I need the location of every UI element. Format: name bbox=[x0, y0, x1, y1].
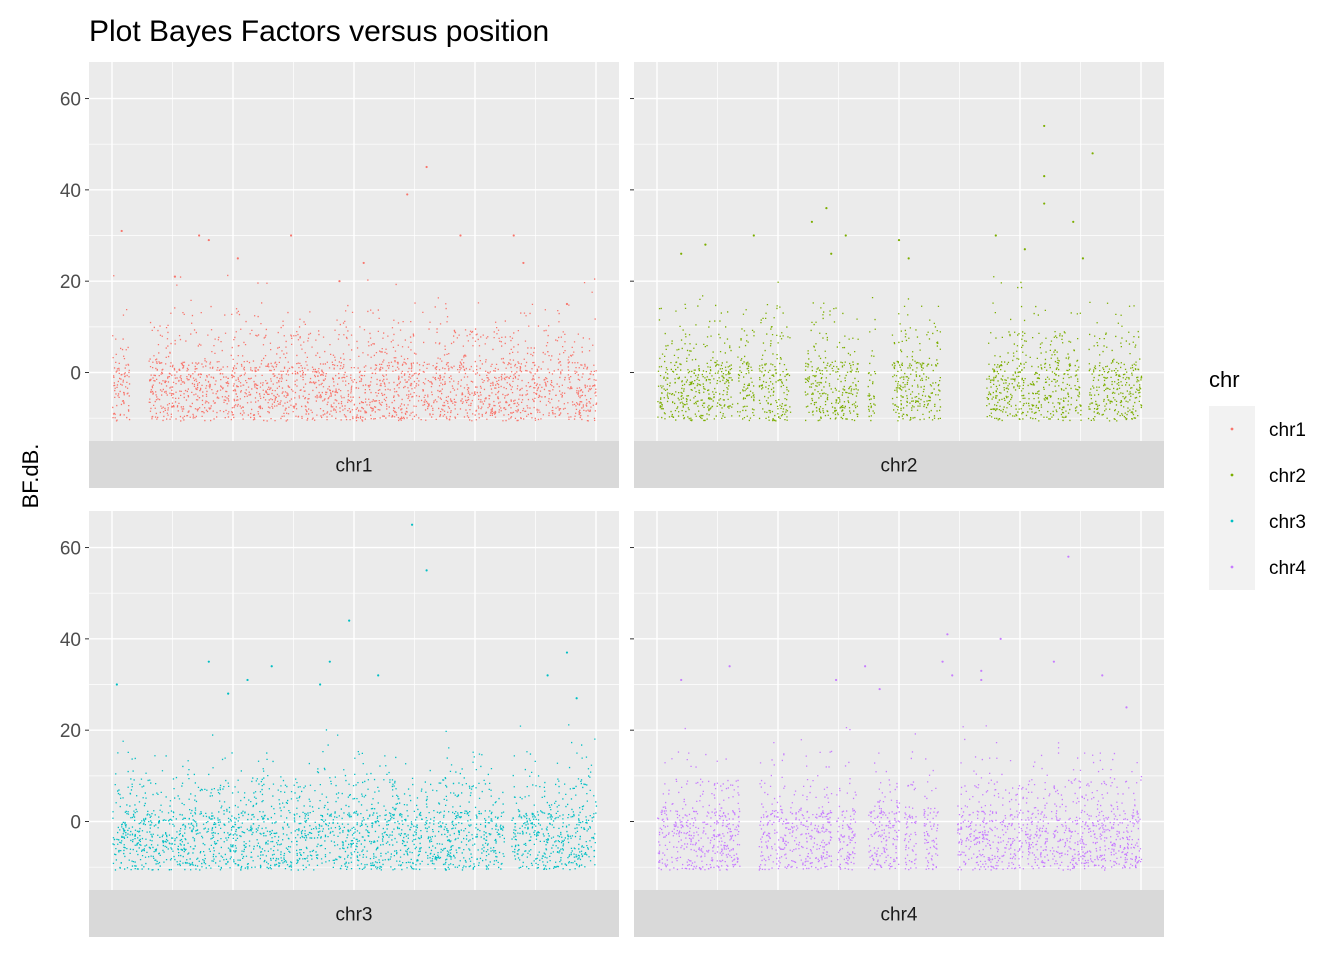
data-point bbox=[830, 252, 833, 255]
data-point bbox=[897, 238, 901, 242]
y-tick-label: 0 bbox=[70, 364, 81, 385]
y-tick-label: 40 bbox=[60, 630, 81, 651]
chart-title: Plot Bayes Factors versus position bbox=[89, 15, 549, 48]
data-point bbox=[565, 651, 569, 654]
facet-strip-label: chr2 bbox=[881, 456, 918, 477]
data-point bbox=[825, 207, 828, 210]
data-point bbox=[198, 234, 201, 237]
panel-chr4: chr4 bbox=[630, 511, 1164, 937]
legend-key-point bbox=[1230, 519, 1234, 523]
data-point bbox=[522, 261, 525, 265]
data-point bbox=[207, 660, 210, 663]
data-point bbox=[980, 678, 983, 682]
data-point bbox=[878, 687, 881, 691]
data-point bbox=[377, 674, 380, 677]
series-chr3-points bbox=[112, 523, 598, 871]
data-point bbox=[227, 692, 230, 695]
data-point bbox=[1043, 202, 1046, 205]
facet-strip-label: chr4 bbox=[881, 905, 918, 926]
data-point bbox=[941, 660, 944, 663]
y-tick-label: 0 bbox=[70, 813, 81, 834]
legend-label: chr1 bbox=[1269, 420, 1306, 441]
data-point bbox=[1081, 257, 1085, 260]
data-point bbox=[844, 234, 847, 237]
y-tick-label: 20 bbox=[60, 721, 81, 742]
data-point bbox=[348, 619, 351, 622]
data-point bbox=[680, 678, 683, 682]
data-point bbox=[980, 669, 983, 672]
data-point bbox=[115, 683, 118, 686]
data-point bbox=[951, 674, 954, 677]
y-tick-label: 20 bbox=[60, 272, 81, 293]
series-chr1-points bbox=[112, 165, 598, 422]
data-point bbox=[1101, 674, 1104, 677]
legend-title: chr bbox=[1209, 367, 1240, 392]
data-point bbox=[994, 234, 997, 237]
facet-strip bbox=[634, 890, 1164, 937]
data-point bbox=[1052, 660, 1055, 663]
data-point bbox=[425, 165, 428, 169]
data-point bbox=[459, 234, 462, 237]
series-chr4-points bbox=[657, 555, 1143, 871]
y-tick-label: 60 bbox=[60, 539, 81, 560]
legend-label: chr4 bbox=[1269, 558, 1306, 579]
data-point bbox=[946, 633, 949, 636]
data-point bbox=[575, 697, 578, 700]
data-point bbox=[410, 523, 414, 526]
panel-chr2: chr2 bbox=[630, 62, 1164, 488]
data-point bbox=[728, 665, 731, 668]
data-point bbox=[834, 678, 838, 682]
legend-key-point bbox=[1230, 427, 1234, 431]
data-point bbox=[270, 665, 273, 668]
data-point bbox=[1067, 555, 1070, 558]
panel-chr3: 0 20 40 60 chr3 bbox=[60, 511, 619, 937]
data-point bbox=[512, 234, 515, 237]
facet-panels: 0 20 40 60 chr1 chr2 0 20 40 60 chr3 chr4 bbox=[60, 62, 1164, 937]
facet-strip bbox=[89, 890, 619, 937]
data-point bbox=[999, 637, 1002, 640]
data-point bbox=[120, 229, 123, 233]
series-chr2-points bbox=[657, 124, 1143, 422]
data-point bbox=[810, 220, 813, 223]
legend-key-point bbox=[1230, 565, 1234, 569]
data-point bbox=[1043, 124, 1046, 128]
data-point bbox=[173, 275, 177, 278]
data-point bbox=[362, 261, 365, 265]
y-axis-title: BF.dB. bbox=[18, 444, 43, 509]
data-point bbox=[1091, 152, 1094, 155]
y-tick-label: 60 bbox=[60, 90, 81, 111]
data-point bbox=[236, 257, 239, 260]
data-point bbox=[680, 252, 683, 255]
data-point bbox=[1043, 175, 1046, 178]
legend-label: chr3 bbox=[1269, 512, 1306, 533]
data-point bbox=[907, 257, 910, 260]
facet-strip bbox=[89, 441, 619, 488]
legend-label: chr2 bbox=[1269, 466, 1306, 487]
facet-strip bbox=[634, 441, 1164, 488]
data-point bbox=[328, 660, 331, 663]
data-point bbox=[752, 234, 755, 237]
legend: chr chr1 chr2 chr3 chr4 bbox=[1209, 367, 1306, 590]
data-point bbox=[1023, 248, 1026, 251]
data-point bbox=[207, 238, 210, 242]
data-point bbox=[1125, 706, 1128, 709]
data-point bbox=[565, 302, 569, 306]
data-point bbox=[546, 674, 549, 677]
data-point bbox=[319, 683, 322, 686]
panel-chr1: 0 20 40 60 chr1 bbox=[60, 62, 619, 488]
data-point bbox=[1072, 220, 1075, 223]
y-tick-label: 40 bbox=[60, 181, 81, 202]
data-point bbox=[246, 678, 249, 682]
facet-strip-label: chr1 bbox=[336, 456, 373, 477]
facet-strip-label: chr3 bbox=[336, 905, 373, 926]
data-point bbox=[338, 280, 341, 283]
data-point bbox=[289, 234, 293, 237]
data-point bbox=[425, 569, 428, 572]
data-point bbox=[704, 243, 707, 246]
data-point bbox=[864, 665, 867, 668]
data-point bbox=[406, 193, 409, 196]
legend-key-point bbox=[1230, 473, 1234, 477]
